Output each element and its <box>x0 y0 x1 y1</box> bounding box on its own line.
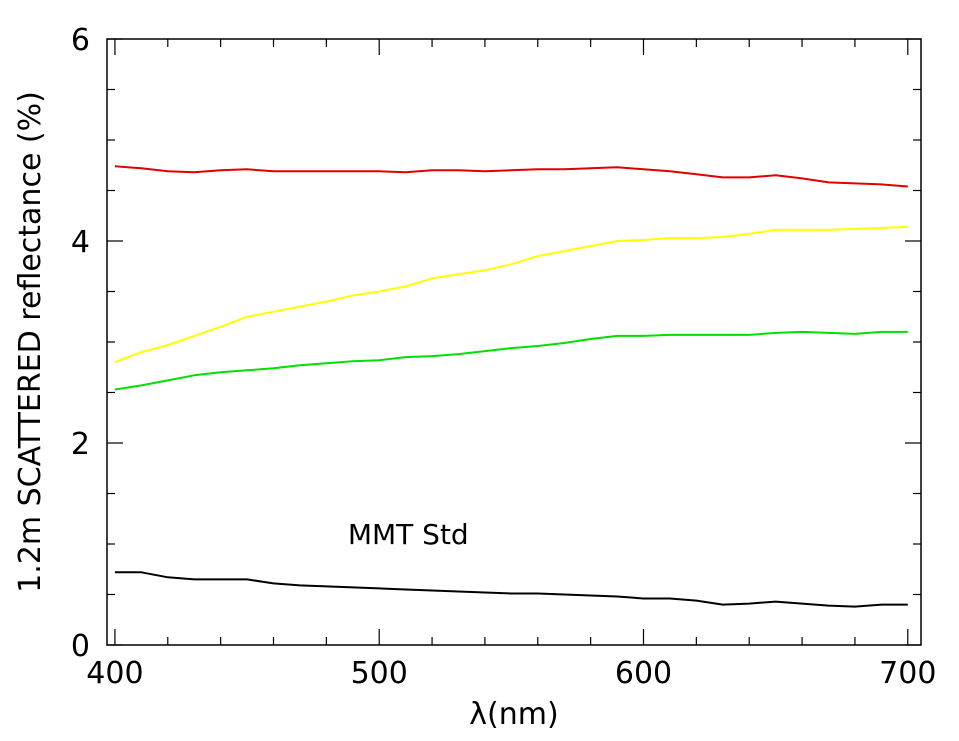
y-tick-label: 0 <box>71 629 90 664</box>
series-layer <box>114 165 908 608</box>
x-axis-title: λ(nm) <box>469 697 558 732</box>
axis-ticks <box>107 38 921 646</box>
x-tick-label: 700 <box>879 656 936 691</box>
series-line-2 <box>114 225 908 364</box>
y-tick-label: 4 <box>71 225 90 260</box>
x-tick-label: 600 <box>615 656 672 691</box>
y-axis-title: 1.2m SCATTERED reflectance (%) <box>13 91 48 593</box>
tick-labels: 400 500 600 700 0 2 4 6 <box>71 23 937 691</box>
series-line-3 <box>114 330 908 391</box>
y-tick-label: 2 <box>71 427 90 462</box>
plot-frame <box>106 38 922 646</box>
series-line-1 <box>114 165 908 188</box>
series-line-4 <box>114 571 908 608</box>
x-tick-label: 500 <box>351 656 408 691</box>
y-tick-label: 6 <box>71 23 90 58</box>
annotation-label: MMT Std <box>348 518 469 551</box>
x-tick-label: 400 <box>86 656 143 691</box>
